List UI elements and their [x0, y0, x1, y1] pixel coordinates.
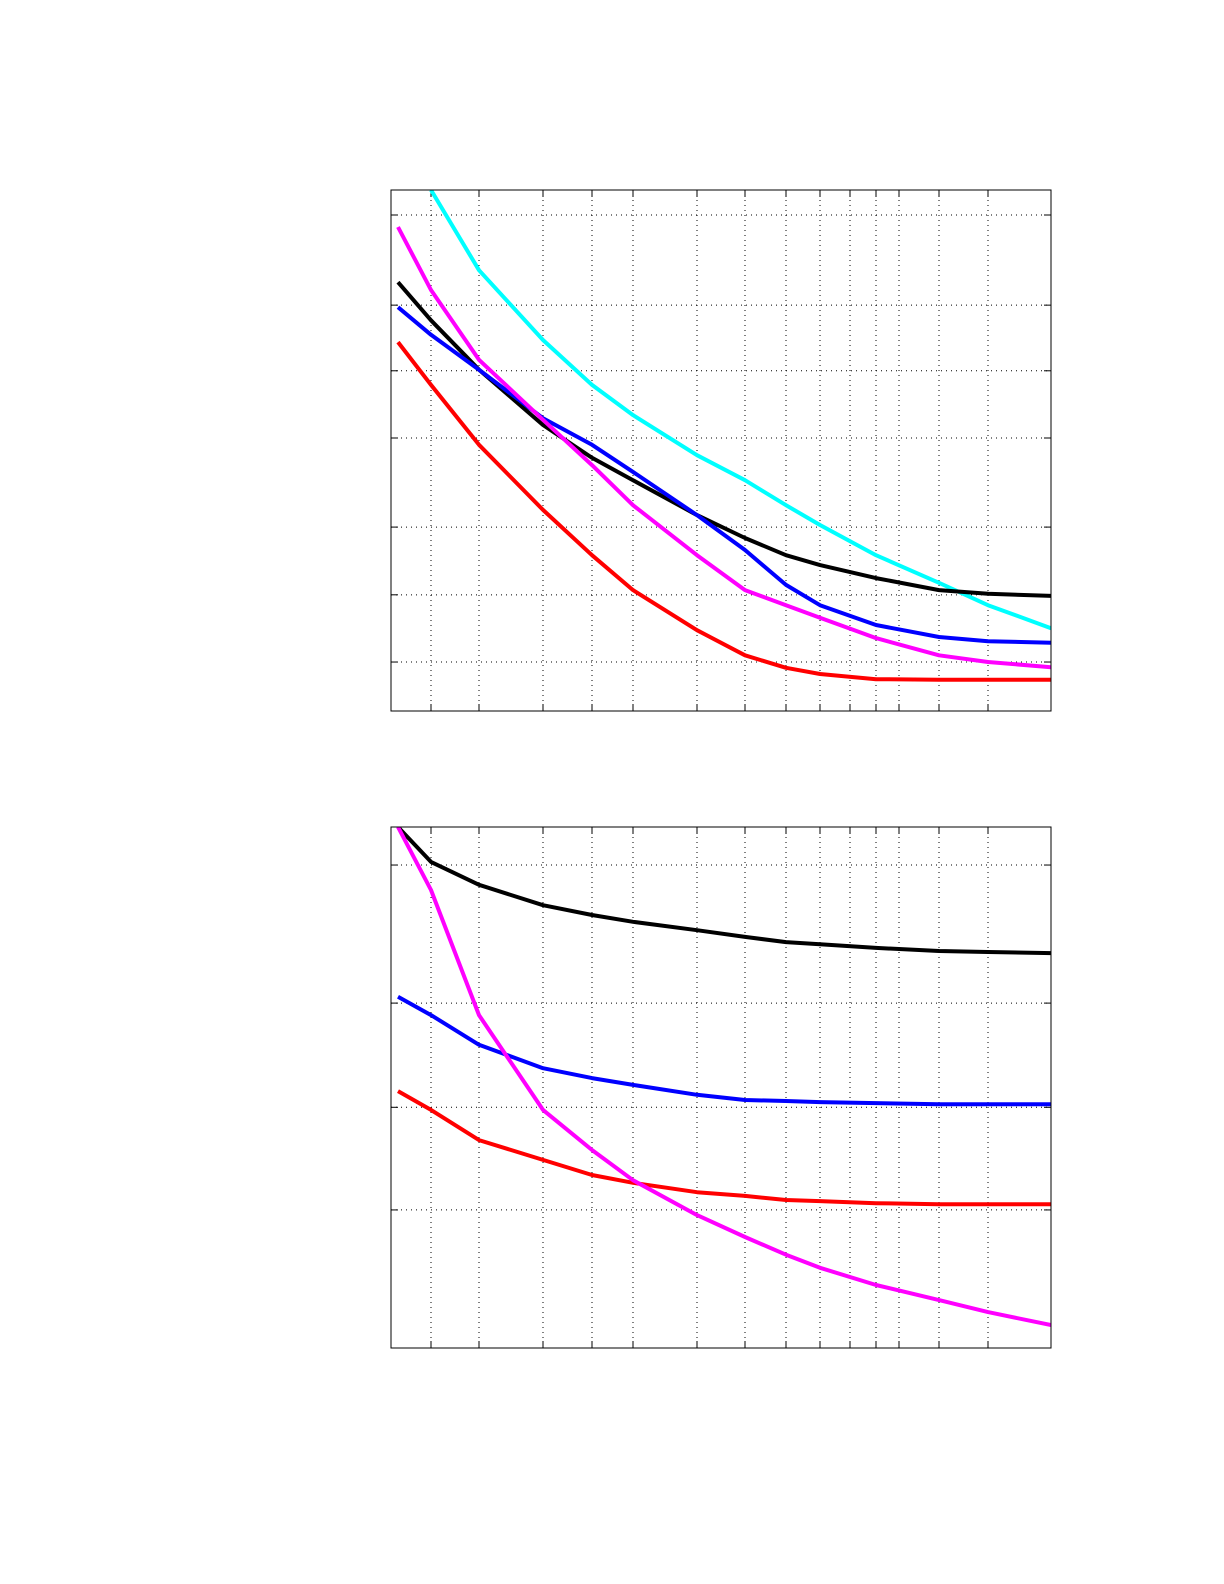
series-line [396, 827, 1051, 956]
series-line [397, 1089, 1051, 1207]
series-line [396, 340, 1051, 682]
series-line [396, 280, 1051, 598]
series-line [429, 190, 1051, 631]
plot [390, 826, 1052, 1349]
series-line [396, 305, 1051, 645]
series-line [397, 995, 1051, 1107]
series-line [396, 226, 1051, 670]
plot-frame [390, 826, 1052, 1349]
plot [390, 189, 1052, 712]
plot-frame [390, 189, 1052, 712]
series-line [396, 827, 1051, 1328]
